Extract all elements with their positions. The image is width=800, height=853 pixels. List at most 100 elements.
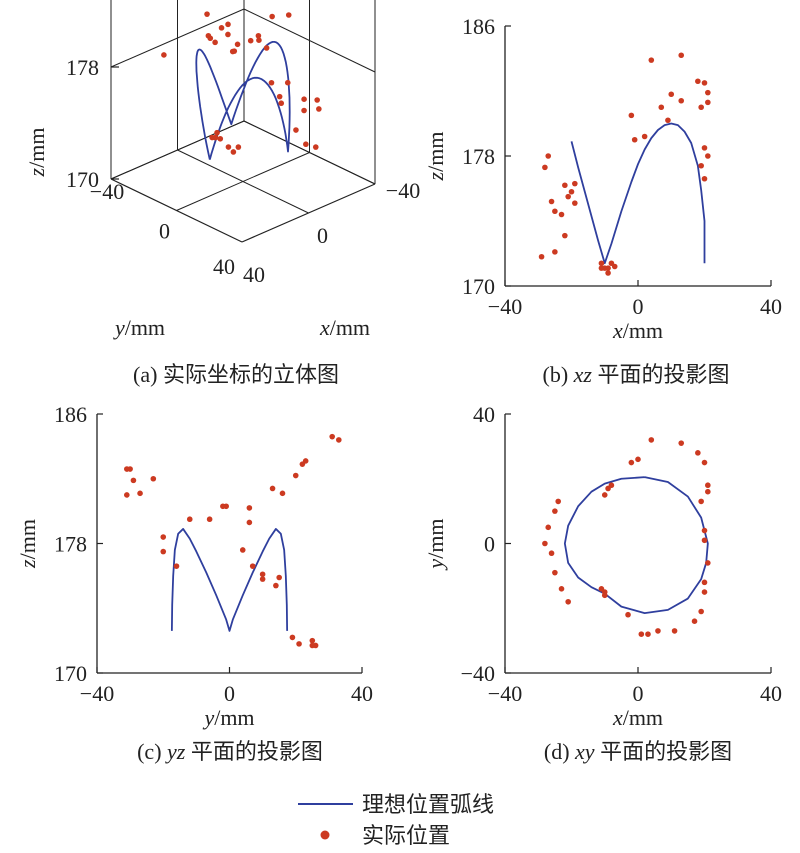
actual-position-point <box>259 571 266 578</box>
actual-position-point <box>701 589 708 595</box>
caption-b: (b) xz 平面的投影图 <box>543 362 730 387</box>
actual-position-point <box>336 437 342 443</box>
actual-position-point <box>705 89 711 96</box>
actual-position-point <box>225 144 232 150</box>
actual-position-point <box>273 582 279 589</box>
actual-position-point <box>645 631 651 637</box>
actual-position-point <box>552 508 558 514</box>
actual-position-point <box>705 153 711 159</box>
actual-position-point <box>279 490 286 497</box>
y-tick-label: 170 <box>54 661 87 686</box>
actual-position-point <box>631 136 638 143</box>
actual-position-point <box>173 563 180 569</box>
actual-position-point <box>665 117 671 124</box>
ideal-arc-line <box>570 122 706 265</box>
actual-position-point <box>246 519 253 526</box>
actual-position-point <box>545 524 552 531</box>
y-tick-label: 170 <box>462 274 495 299</box>
actual-position-point <box>598 586 605 592</box>
actual-position-point <box>209 134 215 141</box>
z-axis-label: z/mm <box>24 128 49 178</box>
actual-position-point <box>625 611 631 618</box>
actual-position-point <box>276 574 282 581</box>
actual-position-point <box>239 547 246 553</box>
actual-position-point <box>601 492 608 498</box>
actual-position-point <box>635 456 641 463</box>
caption-d: (d) xy 平面的投影图 <box>544 739 732 764</box>
actual-position-point <box>303 141 309 148</box>
actual-position-point <box>698 498 704 505</box>
panel-c-yz-projection: −40 0 40 186 178 170 y/mm z/mm <box>15 402 373 730</box>
actual-position-point <box>256 37 262 43</box>
actual-position-point <box>542 164 548 171</box>
actual-position-point <box>220 503 226 510</box>
actual-position-point <box>552 569 558 576</box>
y-tick-label: 186 <box>54 402 87 427</box>
actual-position-point <box>296 641 302 647</box>
actual-position-point <box>309 637 316 644</box>
ideal-arc-line <box>563 476 709 615</box>
actual-position-point <box>235 144 242 150</box>
actual-position-point <box>292 472 299 479</box>
actual-position-point <box>572 180 578 187</box>
legend-actual-label: 实际位置 <box>362 823 450 848</box>
actual-position-point <box>186 516 193 523</box>
actual-position-point <box>137 490 143 497</box>
actual-position-point <box>234 41 241 48</box>
x-axis-label: y/mm <box>202 705 254 730</box>
actual-position-point <box>705 99 711 106</box>
actual-position-point <box>601 592 608 599</box>
actual-position-point <box>558 586 565 592</box>
actual-position-point <box>218 25 225 31</box>
actual-position-point <box>130 477 137 484</box>
actual-position-point <box>698 104 704 111</box>
actual-position-point <box>698 608 704 615</box>
x-tick-label: 40 <box>351 681 373 706</box>
y-tick-label: 0 <box>159 219 170 244</box>
actual-position-point <box>671 628 678 634</box>
actual-position-point <box>269 13 275 20</box>
z-tick-label: 170 <box>66 167 99 192</box>
actual-position-point <box>568 188 575 195</box>
actual-position-point <box>299 461 306 467</box>
actual-position-point <box>668 91 675 98</box>
x-axis-label: x/mm <box>612 318 663 343</box>
y-axis-label: y/mm <box>423 518 448 570</box>
actual-position-point <box>217 135 224 142</box>
legend-actual-marker <box>320 830 330 840</box>
actual-position-point <box>691 618 698 624</box>
actual-position-point <box>678 52 685 59</box>
actual-position-point <box>701 145 708 151</box>
z-tick-label: 178 <box>66 55 99 80</box>
actual-position-point <box>160 548 167 555</box>
x-tick-label: 40 <box>760 681 782 706</box>
actual-position-point <box>204 11 210 17</box>
actual-position-point <box>316 106 322 112</box>
y-tick-label: −40 <box>461 661 495 686</box>
actual-position-point <box>705 482 711 489</box>
actual-position-point <box>628 112 635 119</box>
y-tick-label: −40 <box>90 179 124 204</box>
actual-position-point <box>276 93 283 100</box>
actual-position-point <box>225 21 231 28</box>
actual-position-point <box>214 129 220 136</box>
actual-position-point <box>212 39 218 46</box>
actual-position-point <box>562 232 568 239</box>
x-tick-label: 40 <box>760 294 782 319</box>
x-tick-label: 0 <box>633 294 644 319</box>
actual-position-point <box>246 505 253 511</box>
actual-position-point <box>225 31 231 38</box>
actual-position-point <box>269 485 276 492</box>
y-axis-label: z/mm <box>423 132 448 182</box>
actual-position-point <box>701 579 708 586</box>
actual-position-point <box>150 475 157 482</box>
legend-ideal-label: 理想位置弧线 <box>362 792 494 817</box>
actual-position-point <box>249 563 256 569</box>
actual-position-point <box>611 263 618 270</box>
actual-position-point <box>701 537 708 544</box>
actual-position-point <box>312 144 319 150</box>
actual-position-point <box>284 79 291 86</box>
panel-b-xz-projection: −40 0 40 186 178 170 x/mm z/mm <box>423 14 782 343</box>
actual-position-point <box>545 153 552 159</box>
